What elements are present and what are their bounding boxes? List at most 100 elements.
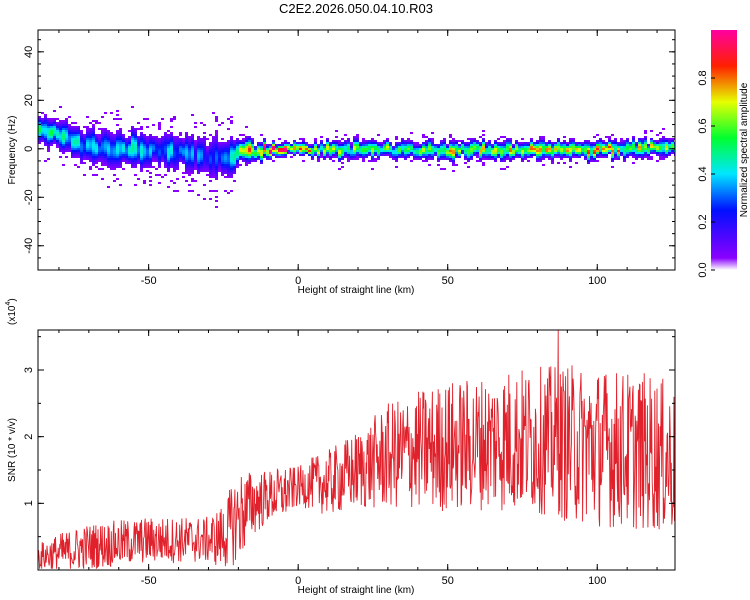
heatmap-cell [569,142,572,144]
heatmap-cell [134,184,137,186]
heatmap-cell [227,174,230,176]
heatmap-cell [260,162,263,164]
heatmap-cell [95,120,98,122]
heatmap-cell [359,148,362,150]
heatmap-cell [449,158,452,160]
heatmap-cell [479,154,482,156]
heatmap-cell [125,142,128,144]
heatmap-cell [287,148,290,150]
heatmap-cell [161,144,164,146]
heatmap-cell [443,158,446,160]
heatmap-cell [362,152,365,154]
heatmap-cell [62,138,65,140]
heatmap-cell [650,152,653,154]
heatmap-cell [593,144,596,146]
heatmap-cell [158,164,161,166]
heatmap-cell [74,134,77,136]
heatmap-cell [644,152,647,154]
heatmap-cell [92,134,95,136]
heatmap-cell [620,144,623,146]
heatmap-cell [407,152,410,154]
heatmap-cell [221,154,224,156]
heatmap-cell [170,152,173,154]
heatmap-cell [80,162,83,164]
heatmap-cell [191,160,194,162]
heatmap-cell [593,150,596,152]
heatmap-cell [179,160,182,162]
heatmap-cell [383,152,386,154]
heatmap-cell [140,128,143,130]
heatmap-cell [212,136,215,138]
heatmap-cell [113,154,116,156]
heatmap-cell [443,140,446,142]
heatmap-cell [191,178,194,180]
heatmap-cell [155,136,158,138]
heatmap-cell [47,142,50,144]
heatmap-cell [671,140,674,142]
heatmap-cell [245,150,248,152]
heatmap-cell [455,164,458,166]
heatmap-cell [137,160,140,162]
heatmap-cell [149,138,152,140]
heatmap-cell [542,154,545,156]
heatmap-cell [215,196,218,198]
heatmap-cell [596,148,599,150]
heatmap-cell [194,162,197,164]
heatmap-cell [365,144,368,146]
heatmap-cell [80,130,83,132]
heatmap-cell [380,154,383,156]
heatmap-cell [242,140,245,142]
heatmap-cell [386,152,389,154]
heatmap-cell [167,142,170,144]
heatmap-cell [260,160,263,162]
heatmap-cell [659,132,662,134]
heatmap-cell [47,138,50,140]
heatmap-cell [512,150,515,152]
heatmap-cell [635,148,638,150]
heatmap-cell [629,148,632,150]
heatmap-cell [578,154,581,156]
heatmap-cell [173,142,176,144]
heatmap-cell [47,124,50,126]
heatmap-cell [269,146,272,148]
heatmap-cell [215,170,218,172]
heatmap-cell [557,154,560,156]
heatmap-cell [647,146,650,148]
heatmap-cell [44,126,47,128]
heatmap-cell [68,128,71,130]
heatmap-cell [245,162,248,164]
heatmap-cell [233,164,236,166]
heatmap-cell [176,140,179,142]
heatmap-cell [242,148,245,150]
heatmap-cell [92,148,95,150]
heatmap-cell [206,166,209,168]
heatmap-cell [398,144,401,146]
heatmap-cell [86,140,89,142]
heatmap-cell [92,120,95,122]
heatmap-cell [251,146,254,148]
heatmap-cell [203,184,206,186]
heatmap-cell [611,142,614,144]
heatmap-cell [653,140,656,142]
heatmap-cell [404,154,407,156]
heatmap-cell [185,144,188,146]
heatmap-cell [575,154,578,156]
heatmap-cell [206,160,209,162]
heatmap-cell [50,126,53,128]
heatmap-cell [215,130,218,132]
heatmap-cell [437,160,440,162]
heatmap-cell [188,144,191,146]
heatmap-cell [653,148,656,150]
heatmap-cell [209,150,212,152]
heatmap-cell [479,156,482,158]
heatmap-cell [491,154,494,156]
heatmap-cell [422,136,425,138]
heatmap-cell [599,144,602,146]
heatmap-cell [74,136,77,138]
heatmap-cell [557,140,560,142]
heatmap-cell [260,154,263,156]
heatmap-cell [569,154,572,156]
heatmap-cell [428,154,431,156]
heatmap-cell [635,154,638,156]
heatmap-cell [221,160,224,162]
